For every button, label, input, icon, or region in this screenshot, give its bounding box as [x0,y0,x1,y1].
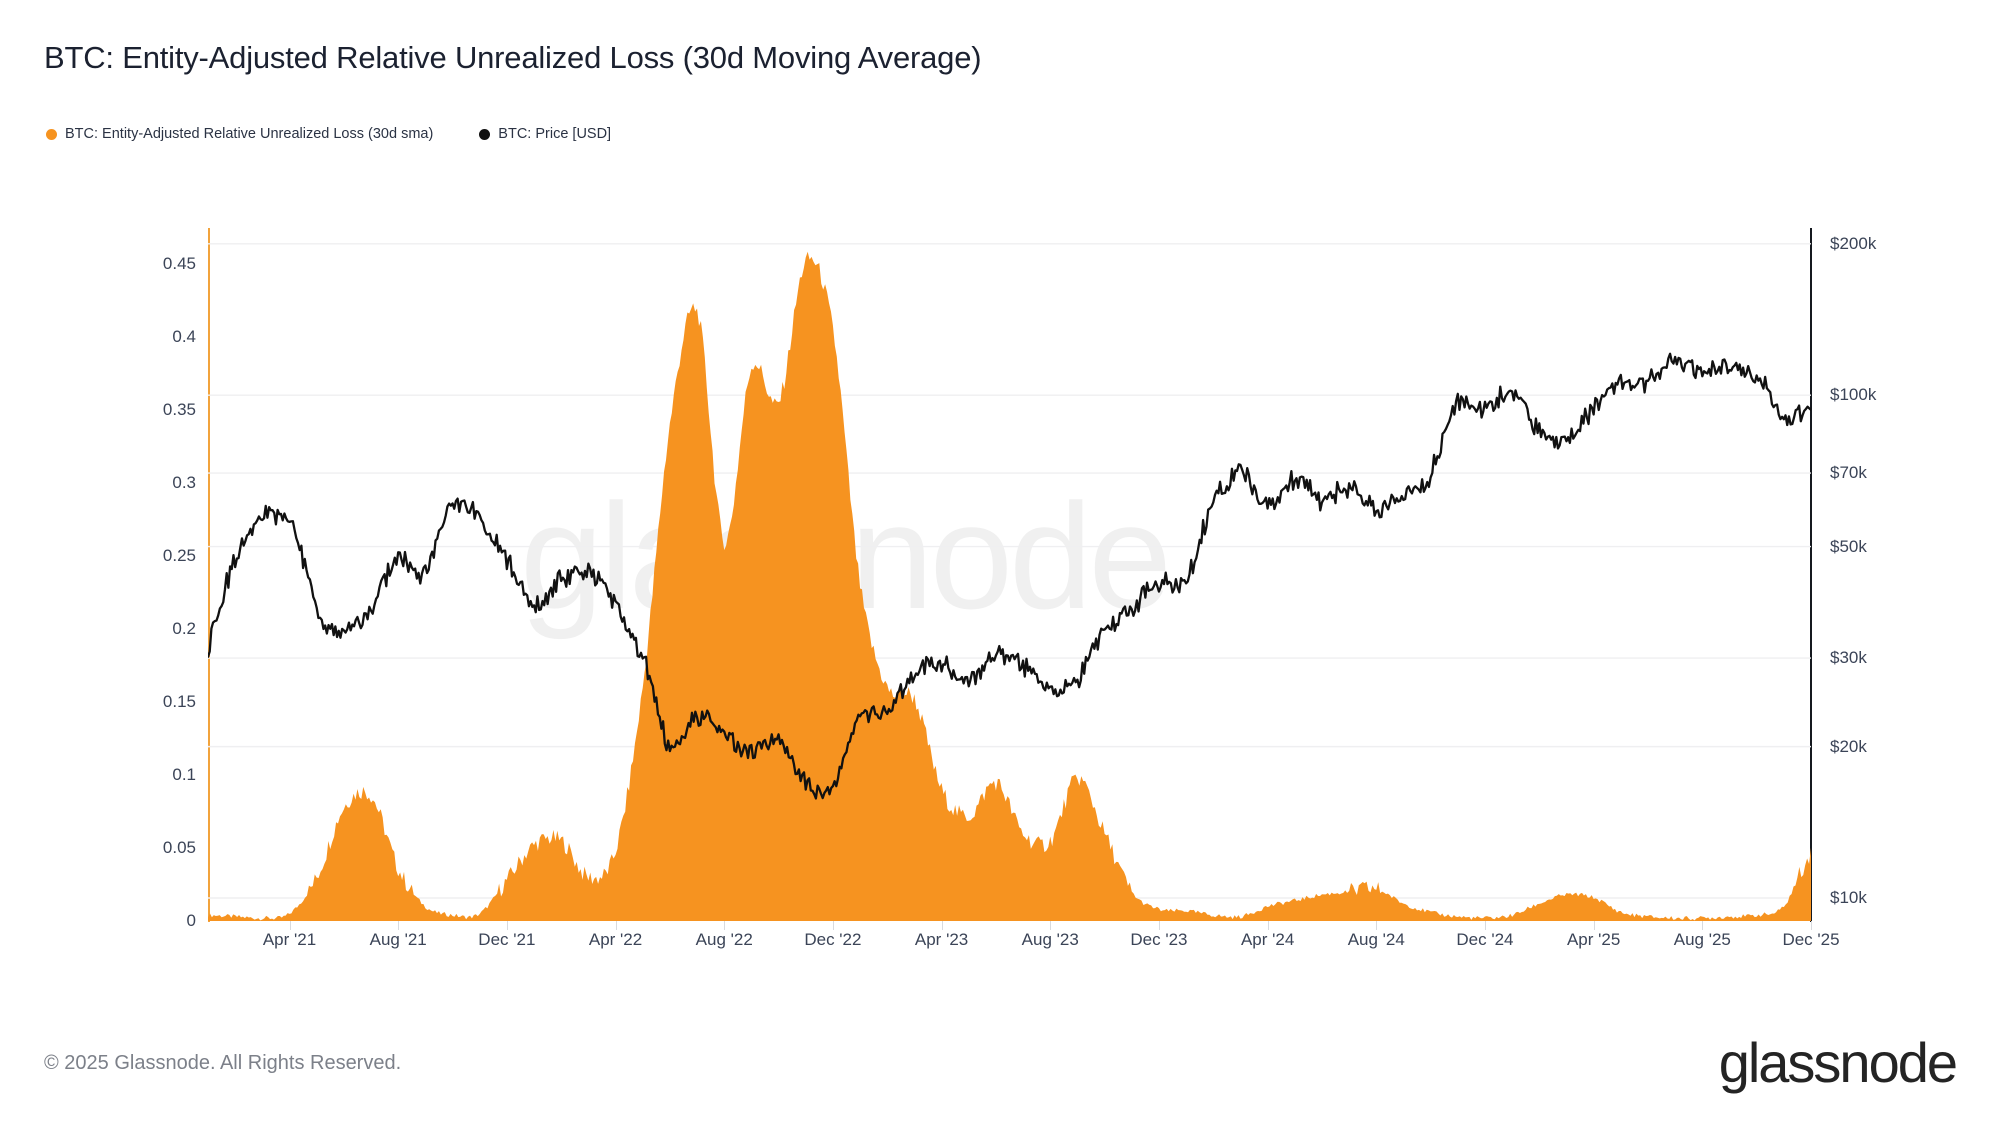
y-axis-left-tick-label: 0.05 [162,838,196,858]
x-axis-tick-mark [1811,921,1812,930]
y-axis-right-tick-label: $200k [1830,233,1877,253]
y-axis-right-line [1810,228,1812,922]
btc-price-line [208,352,1811,800]
y-axis-left-tick-label: 0.3 [172,473,196,493]
x-axis-tick-label: Dec '23 [1130,930,1188,949]
page-title: BTC: Entity-Adjusted Relative Unrealized… [44,40,982,75]
x-axis-tick-label: Apr '25 [1566,930,1621,949]
y-axis-right-tick-label: $50k [1830,536,1867,556]
footer-logo: glassnode [1718,1031,1958,1094]
unrealized-loss-area [208,251,1811,921]
x-axis-tick-mark [1376,921,1378,930]
x-axis-tick-mark [615,921,617,930]
x-axis-tick-mark [398,921,400,930]
x-axis-tick-label: Apr '22 [588,930,643,949]
y-axis-right-tick-label: $70k [1830,463,1867,483]
y-axis-right-tick-label: $20k [1830,736,1867,756]
y-axis-left-tick-label: 0 [186,911,196,930]
x-axis-tick-label: Aug '21 [369,930,427,949]
x-axis-ticks: Apr '21 Aug '21 Dec '21 Apr '22 Aug '22 Dec '… [208,921,1840,964]
y-axis-left-tick-label: 0.1 [172,765,196,785]
y-axis-left-line [208,228,210,922]
y-axis-left-tick-label: 0.25 [162,546,196,566]
x-axis-tick-label: Aug '23 [1021,930,1079,949]
legend-item-unrealized-loss[interactable]: BTC: Entity-Adjusted Relative Unrealized… [46,126,433,142]
x-axis-tick-label: Dec '24 [1456,930,1514,949]
x-axis-tick-mark [1267,921,1269,930]
y-axis-left-tick-label: 0.35 [162,400,196,420]
y-axis-left-tick-label: 0.45 [162,254,196,274]
legend-dot-icon-orange [46,128,57,140]
legend-dot-icon-black [479,128,491,140]
x-axis-tick-mark [506,921,508,930]
y-axis-left-tick-label: 0.15 [162,692,196,712]
x-axis-tick-mark [1484,921,1486,930]
x-axis-tick-mark [1050,921,1052,930]
x-axis-tick-label: Aug '25 [1673,930,1731,949]
x-axis-tick-label: Dec '25 [1782,930,1840,949]
legend-label-unrealized-loss: BTC: Entity-Adjusted Relative Unrealized… [65,126,434,142]
x-axis-tick-label: Aug '22 [695,930,753,949]
x-axis-tick-label: Dec '21 [478,930,536,949]
plot-area[interactable] [208,228,1811,921]
y-axis-right-tick-label: $10k [1830,887,1867,907]
footer-copyright: © 2025 Glassnode. All Rights Reserved. [44,1052,402,1074]
x-axis-tick-label: Dec '22 [804,930,862,949]
legend-label-price: BTC: Price [USD] [498,126,612,142]
x-axis-tick-mark [1593,921,1595,930]
y-axis-left-ticks: 0.45 0.4 0.35 0.3 0.25 0.2 0.15 0.1 0.05 0 [108,228,196,930]
y-axis-right-tick-label: $30k [1830,648,1867,668]
x-axis-tick-label: Aug '24 [1347,930,1405,949]
x-axis-tick-label: Apr '21 [262,930,317,949]
x-axis-tick-mark [941,921,943,930]
x-axis-tick-label: Apr '23 [914,930,969,949]
chart-svg [208,243,1811,921]
x-axis-tick-mark [724,921,726,930]
x-axis-tick-mark [1158,921,1160,930]
x-axis-tick-mark [1702,921,1704,930]
x-axis-tick-mark [832,921,834,930]
x-axis-tick-mark [289,921,291,930]
y-axis-left-tick-label: 0.4 [172,327,196,347]
legend-item-price[interactable]: BTC: Price [USD] [479,126,611,142]
chart-legend: BTC: Entity-Adjusted Relative Unrealized… [46,126,611,142]
y-axis-right-tick-label: $100k [1830,385,1877,405]
x-axis-tick-label: Apr '24 [1240,930,1295,949]
y-axis-left-tick-label: 0.2 [172,619,196,639]
y-axis-right-ticks: $200k $100k $70k $50k $30k $20k $10k [1830,228,1970,921]
